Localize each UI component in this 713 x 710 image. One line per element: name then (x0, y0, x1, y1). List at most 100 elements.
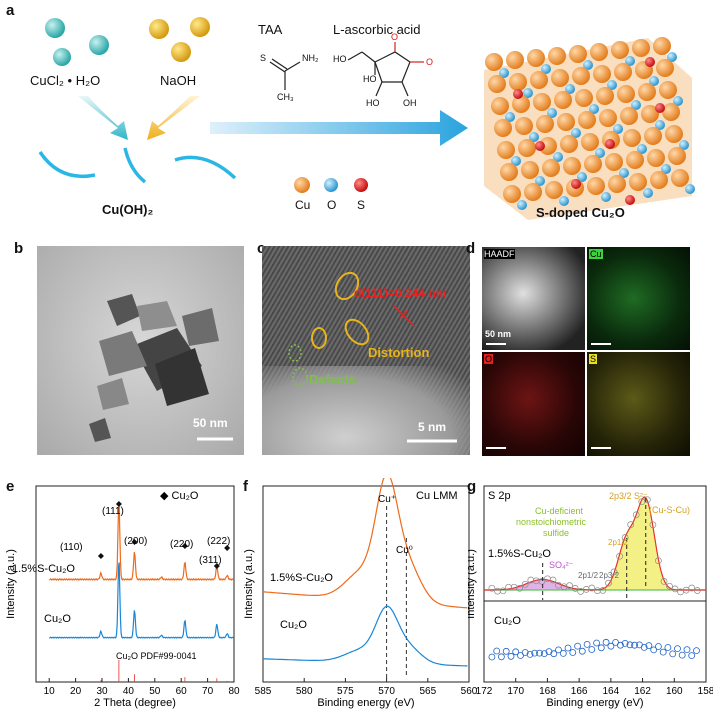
peak-200: (200) (124, 536, 147, 547)
s2p-data-point (488, 584, 496, 592)
s2p-sample1: 1.5%S-Cu₂O (488, 548, 551, 560)
naoh-sphere (190, 17, 210, 37)
crystal-o-atom (541, 64, 551, 74)
xrd-sample1: 1.5%S-Cu₂O (12, 563, 75, 575)
panel-e-label: e (6, 478, 15, 495)
xrd-peak-marker (224, 545, 231, 551)
s2p-cu2o-point (631, 641, 639, 649)
cu-lmm-series-s-cu2o (262, 478, 468, 609)
s2p-data-point (688, 584, 696, 592)
xrd-chart: 10 20 30 40 50 60 70 80 Intensity (a.u.) 2 Thet… (5, 485, 240, 709)
haadf-map (482, 247, 585, 350)
crystal-cu-atom (626, 151, 644, 169)
s2p-data-point (671, 585, 679, 593)
s2p-cu2o-point (654, 643, 662, 650)
taa-nh2: NH₂ (302, 53, 319, 63)
s2p-data-point (516, 584, 524, 592)
s2p-xtick: 162 (634, 686, 651, 697)
ascorbic-structure (347, 42, 424, 97)
crystal-o-atom (601, 192, 611, 202)
s2p-cu2o-point (517, 652, 524, 659)
cu-0-label: Cu⁰ (396, 545, 413, 556)
s2p-cu2o-point (588, 646, 596, 653)
crystal-cu-atom (527, 49, 545, 67)
crystal-cu-atom (569, 45, 587, 63)
cucl2-sphere (45, 18, 65, 38)
asc-ho2: HO (363, 74, 377, 84)
s2p-cu2o-point (593, 639, 601, 647)
naoh-sphere (171, 42, 191, 62)
crystal-cu-atom (668, 147, 686, 165)
cu-lmm-series-cu2o (262, 605, 468, 667)
cu-map (587, 247, 690, 350)
crystal-cu-atom (671, 169, 689, 187)
crystal-cu-atom (557, 113, 575, 131)
xrd-xtick: 40 (123, 686, 135, 697)
crystal-cu-atom (521, 161, 539, 179)
panel-a-label: a (6, 2, 15, 19)
crystal-cu-atom (551, 69, 569, 87)
crystal-cu-atom (545, 181, 563, 199)
crystal-o-atom (583, 60, 593, 70)
s2p-data-point (549, 576, 557, 584)
asc-o2: O (426, 57, 434, 67)
cu-oh2-strand (38, 151, 96, 179)
crystal-o-atom (607, 80, 617, 90)
s2p-data-point (538, 577, 546, 585)
s2p-cu2o-point (578, 647, 586, 655)
xrd-xtick: 60 (176, 686, 188, 697)
crystal-cu-atom (509, 73, 527, 91)
reagent-cucl2: CuCl₂ • H₂O (30, 73, 101, 88)
o-legend-sphere (324, 178, 338, 192)
crystal-o-atom (553, 152, 563, 162)
xrd-xtick: 30 (96, 686, 108, 697)
crystal-cu-atom (611, 41, 629, 59)
panel-c-label: c (257, 240, 265, 257)
s2p-xtick: 160 (666, 686, 683, 697)
asc-ho1: HO (333, 54, 347, 64)
crystal-cu-atom (539, 137, 557, 155)
crystal-o-atom (661, 164, 671, 174)
s2p-data-point (610, 568, 618, 576)
crystal-cu-atom (641, 105, 659, 123)
s2p-cu2o-point (678, 651, 686, 659)
s-legend-sphere (354, 178, 368, 192)
crystal-cu-atom (617, 85, 635, 103)
crystal-s-atom (571, 179, 581, 189)
crystal-o-atom (523, 88, 533, 98)
crystal-o-atom (547, 108, 557, 118)
crystal-cu-atom (599, 109, 617, 127)
reagent-taa: TAA (258, 22, 283, 37)
crystal-cu-atom (608, 175, 626, 193)
defects-label: Defects (309, 372, 356, 387)
s2p-data-point (655, 557, 662, 565)
eds-maps: HAADF Cu O S 50 nm (482, 247, 690, 456)
crystal-cu-atom (542, 159, 560, 177)
crystal-cu-atom (554, 91, 572, 109)
crystal-o-atom (595, 148, 605, 158)
crystal-cu-atom (614, 63, 632, 81)
crystal-o-atom (619, 168, 629, 178)
crystal-cu-atom (650, 171, 668, 189)
crystal-cu-atom (596, 87, 614, 105)
crystal-cu-atom (485, 53, 503, 71)
reaction-arrow (210, 110, 468, 146)
annot-line3: sulfide (543, 528, 569, 538)
crystal-o-atom (673, 96, 683, 106)
crystal-cu-atom (563, 157, 581, 175)
product-cuoh2: Cu(OH)₂ (102, 202, 154, 217)
s2p-cu2o-point (493, 647, 501, 655)
crystal-cu-atom (605, 153, 623, 171)
s2p-data-point (594, 587, 601, 595)
s2p-cu2o-point (498, 653, 505, 661)
s2p-data-point (605, 579, 612, 587)
asc-ho3: HO (366, 98, 380, 108)
xrd-peak-marker (115, 501, 122, 507)
s2p-cu2o-point (659, 648, 667, 656)
crystal-cu-atom (512, 95, 530, 113)
s2p-cu2o-point (583, 640, 591, 648)
haadf-tag: HAADF (484, 249, 515, 259)
s2p-cu2o-point (512, 648, 520, 656)
crystal-cu-atom (533, 93, 551, 111)
o-map (482, 352, 585, 456)
